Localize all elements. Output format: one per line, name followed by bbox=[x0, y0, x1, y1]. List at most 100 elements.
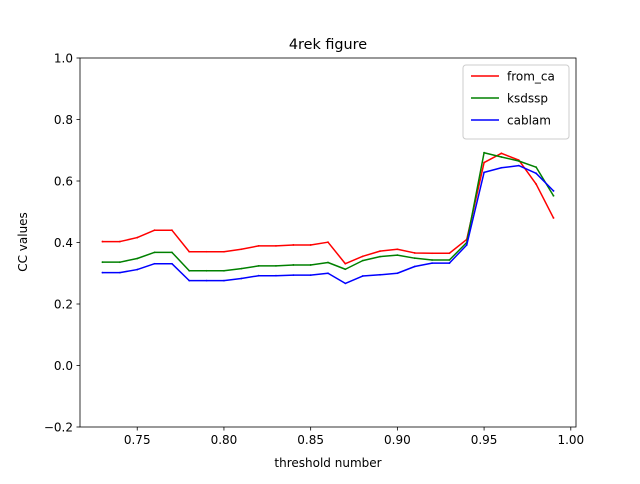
data-point-ksdssp bbox=[309, 264, 312, 266]
data-point-cablam bbox=[223, 279, 225, 282]
data-point-cablam bbox=[240, 277, 243, 280]
data-point-from-ca bbox=[500, 152, 503, 155]
data-point-cablam bbox=[136, 268, 139, 271]
data-point-from-ca bbox=[153, 229, 156, 232]
data-point-cablam bbox=[465, 244, 468, 246]
data-point-from-ca bbox=[396, 248, 399, 251]
data-point-from-ca bbox=[535, 183, 538, 185]
data-point-cablam bbox=[379, 273, 381, 276]
y-tick-label: −0.2 bbox=[44, 420, 73, 434]
data-point-from-ca bbox=[448, 252, 451, 255]
data-point-from-ca bbox=[205, 250, 208, 253]
data-point-cablam bbox=[500, 166, 503, 169]
legend-label-cablam: cablam bbox=[507, 114, 551, 128]
data-point-ksdssp bbox=[257, 264, 260, 267]
data-point-cablam bbox=[153, 262, 156, 265]
data-point-cablam bbox=[327, 272, 329, 275]
data-point-cablam bbox=[431, 262, 433, 265]
x-tick-label: 0.75 bbox=[124, 433, 151, 447]
data-point-cablam bbox=[118, 271, 121, 274]
data-point-cablam bbox=[101, 271, 104, 274]
x-tick-label: 0.80 bbox=[211, 433, 238, 447]
data-point-from-ca bbox=[309, 244, 312, 246]
data-point-from-ca bbox=[257, 244, 260, 247]
data-point-ksdssp bbox=[361, 259, 364, 262]
data-point-from-ca bbox=[101, 240, 104, 243]
data-point-cablam bbox=[275, 274, 277, 277]
y-tick-label: 0.4 bbox=[54, 236, 73, 250]
data-point-cablam bbox=[361, 275, 364, 277]
data-point-from-ca bbox=[413, 252, 416, 254]
data-point-from-ca bbox=[171, 229, 173, 232]
x-tick-label: 0.95 bbox=[471, 433, 498, 447]
data-point-cablam bbox=[517, 164, 520, 167]
data-point-ksdssp bbox=[535, 166, 538, 169]
data-point-cablam bbox=[257, 274, 260, 277]
data-point-ksdssp bbox=[223, 269, 225, 272]
data-point-from-ca bbox=[188, 250, 191, 253]
data-point-ksdssp bbox=[101, 261, 104, 264]
data-point-cablam bbox=[344, 282, 347, 285]
legend-label-from-ca: from_ca bbox=[507, 70, 555, 84]
data-point-ksdssp bbox=[431, 259, 433, 261]
x-tick-label: 0.90 bbox=[384, 433, 411, 447]
y-tick-label: 0.0 bbox=[54, 359, 73, 373]
data-point-ksdssp bbox=[153, 251, 156, 254]
data-point-ksdssp bbox=[292, 264, 295, 266]
data-point-cablam bbox=[483, 171, 485, 174]
x-tick-label: 1.00 bbox=[557, 433, 584, 447]
data-point-ksdssp bbox=[205, 269, 208, 272]
data-point-cablam bbox=[413, 265, 416, 268]
data-point-from-ca bbox=[327, 241, 329, 244]
plot-area: 0.75 0.80 0.85 0.90 0.95 1.00 −0.2 0.0 0.2 0.4 0.6… bbox=[44, 51, 584, 447]
x-tick-label: 0.85 bbox=[297, 433, 324, 447]
legend-label-ksdssp: ksdssp bbox=[507, 92, 548, 106]
data-point-ksdssp bbox=[118, 261, 121, 264]
x-axis-label: threshold number bbox=[274, 456, 381, 470]
data-point-cablam bbox=[535, 172, 538, 175]
data-point-from-ca bbox=[431, 252, 433, 255]
data-point-cablam bbox=[188, 279, 191, 282]
y-tick-label: 1.0 bbox=[54, 51, 73, 65]
y-axis-label: CC values bbox=[16, 212, 30, 272]
data-point-from-ca bbox=[240, 248, 243, 251]
data-point-ksdssp bbox=[396, 254, 399, 257]
y-tick-label: 0.2 bbox=[54, 297, 73, 311]
y-tick-label: 0.6 bbox=[54, 174, 73, 188]
data-point-from-ca bbox=[379, 250, 381, 253]
data-point-from-ca bbox=[361, 255, 364, 258]
y-tick-label: 0.8 bbox=[54, 113, 73, 127]
data-point-from-ca bbox=[292, 244, 295, 246]
data-point-from-ca bbox=[136, 236, 139, 239]
data-point-ksdssp bbox=[413, 257, 416, 260]
data-point-ksdssp bbox=[327, 261, 329, 264]
data-point-cablam bbox=[396, 272, 399, 275]
data-point-ksdssp bbox=[500, 156, 503, 158]
data-point-ksdssp bbox=[240, 267, 243, 270]
data-point-cablam bbox=[448, 262, 451, 265]
data-point-ksdssp bbox=[483, 151, 485, 154]
data-point-ksdssp bbox=[344, 268, 347, 271]
data-point-from-ca bbox=[344, 262, 347, 265]
data-point-ksdssp bbox=[552, 194, 555, 197]
data-point-cablam bbox=[171, 262, 173, 265]
data-point-cablam bbox=[205, 279, 208, 282]
chart-title: 4rek figure bbox=[289, 37, 367, 53]
data-point-cablam bbox=[292, 274, 295, 276]
data-point-ksdssp bbox=[171, 251, 173, 254]
data-point-from-ca bbox=[552, 217, 555, 219]
data-point-from-ca bbox=[223, 250, 225, 253]
data-point-from-ca bbox=[118, 240, 121, 243]
data-point-cablam bbox=[552, 189, 555, 192]
data-point-ksdssp bbox=[275, 264, 277, 267]
data-point-from-ca bbox=[275, 244, 277, 247]
data-point-ksdssp bbox=[448, 259, 451, 261]
data-point-ksdssp bbox=[136, 257, 139, 260]
data-point-ksdssp bbox=[379, 255, 381, 258]
data-point-from-ca bbox=[483, 161, 485, 164]
data-point-ksdssp bbox=[188, 269, 191, 272]
data-point-cablam bbox=[309, 274, 312, 276]
